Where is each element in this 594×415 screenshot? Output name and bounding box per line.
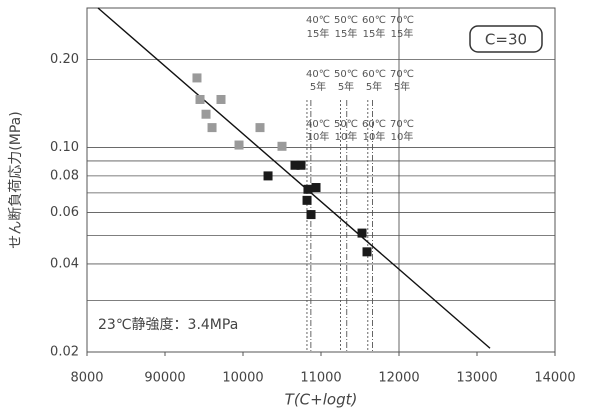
x-tick-label: 13000	[456, 371, 497, 386]
point	[195, 94, 205, 104]
ref-temp: 60℃	[362, 69, 386, 80]
ref-years: 10年	[391, 130, 414, 143]
y-axis-label: せん断負荷応力(MPa)	[8, 111, 24, 248]
ref-years: 15年	[307, 27, 330, 40]
point	[263, 171, 273, 181]
x-tick-label: 12000	[378, 371, 419, 386]
ref-temp: 70℃	[390, 69, 414, 80]
point	[207, 123, 217, 133]
ref-temp: 70℃	[390, 15, 414, 26]
point	[290, 160, 300, 170]
point	[277, 141, 287, 151]
label-box	[469, 25, 543, 53]
point	[255, 123, 265, 133]
point	[302, 195, 312, 205]
ref-years: 10年	[363, 130, 386, 143]
point	[362, 247, 372, 257]
ref-years: 15年	[363, 27, 386, 40]
y-tick-label: 0.04	[50, 256, 79, 271]
ref-temp: 70℃	[390, 119, 414, 130]
point	[234, 140, 244, 150]
y-tick-label: 0.08	[50, 168, 79, 183]
point	[296, 160, 306, 170]
box-label: C=30	[485, 31, 527, 49]
x-tick-label: 8000	[70, 371, 103, 386]
point	[216, 94, 226, 104]
x-axis-label: T(C+logt)	[285, 391, 358, 409]
point	[357, 228, 367, 238]
x-tick-label: 14000	[534, 371, 575, 386]
annotation: 23℃静強度：3.4MPa	[98, 317, 238, 333]
point	[311, 183, 321, 193]
x-tick-label: 11000	[300, 371, 341, 386]
y-tick-label: 0.10	[50, 140, 79, 155]
point	[192, 73, 202, 83]
ref-years: 10年	[335, 130, 358, 143]
point	[201, 109, 211, 119]
fit-line	[97, 7, 491, 349]
ref-temp: 40℃	[306, 69, 330, 80]
ref-years: 10年	[307, 130, 330, 143]
ref-years: 5年	[310, 80, 326, 93]
ref-years: 5年	[366, 80, 382, 93]
ref-years: 15年	[335, 27, 358, 40]
ref-years: 15年	[391, 27, 414, 40]
y-tick-label: 0.06	[50, 205, 79, 220]
ref-years: 5年	[394, 80, 410, 93]
y-tick-label: 0.02	[50, 345, 79, 360]
x-tick-label: 10000	[222, 371, 263, 386]
x-tick-label: 90000	[144, 371, 185, 386]
point	[306, 210, 316, 220]
point	[303, 184, 313, 194]
ref-temp: 50℃	[334, 69, 358, 80]
ref-temp: 40℃	[306, 119, 330, 130]
ref-temp: 50℃	[334, 15, 358, 26]
ref-temp: 50℃	[334, 119, 358, 130]
ref-years: 5年	[338, 80, 354, 93]
ref-temp: 60℃	[362, 15, 386, 26]
ref-temp: 60℃	[362, 119, 386, 130]
ref-temp: 40℃	[306, 15, 330, 26]
y-tick-label: 0.20	[50, 52, 79, 67]
